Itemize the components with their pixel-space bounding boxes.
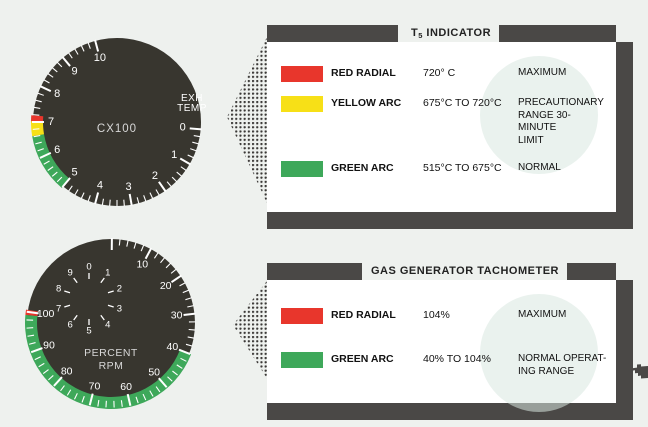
svg-text:70: 70 xyxy=(89,381,101,393)
svg-text:1: 1 xyxy=(105,268,110,279)
svg-text:1: 1 xyxy=(171,149,177,161)
svg-text:5: 5 xyxy=(86,326,91,337)
svg-text:0: 0 xyxy=(180,122,186,134)
svg-text:7: 7 xyxy=(48,116,54,128)
svg-text:6: 6 xyxy=(68,319,73,330)
svg-text:3: 3 xyxy=(125,181,131,193)
svg-text:0: 0 xyxy=(86,262,91,273)
svg-text:3: 3 xyxy=(117,303,122,314)
svg-text:4: 4 xyxy=(105,319,110,330)
svg-text:2: 2 xyxy=(152,170,158,182)
svg-text:20: 20 xyxy=(160,280,172,292)
svg-text:CX100: CX100 xyxy=(97,123,137,135)
svg-text:90: 90 xyxy=(43,339,55,351)
svg-text:TEMP: TEMP xyxy=(177,103,207,114)
svg-text:50: 50 xyxy=(148,367,160,379)
svg-text:6: 6 xyxy=(54,144,60,156)
svg-text:9: 9 xyxy=(68,268,73,279)
svg-text:RPM: RPM xyxy=(99,360,124,372)
svg-text:100: 100 xyxy=(37,308,55,320)
svg-text:8: 8 xyxy=(56,284,61,295)
svg-text:PERCENT: PERCENT xyxy=(84,347,138,359)
svg-text:40: 40 xyxy=(167,341,179,353)
svg-text:5: 5 xyxy=(72,167,78,179)
svg-text:2: 2 xyxy=(117,284,122,295)
svg-text:80: 80 xyxy=(61,366,73,378)
svg-text:8: 8 xyxy=(54,88,60,100)
svg-text:30: 30 xyxy=(171,310,183,322)
svg-text:10: 10 xyxy=(136,259,148,271)
svg-text:7: 7 xyxy=(56,303,61,314)
svg-text:4: 4 xyxy=(97,180,103,192)
svg-text:10: 10 xyxy=(94,52,106,64)
svg-text:9: 9 xyxy=(72,65,78,77)
svg-text:60: 60 xyxy=(120,381,132,393)
